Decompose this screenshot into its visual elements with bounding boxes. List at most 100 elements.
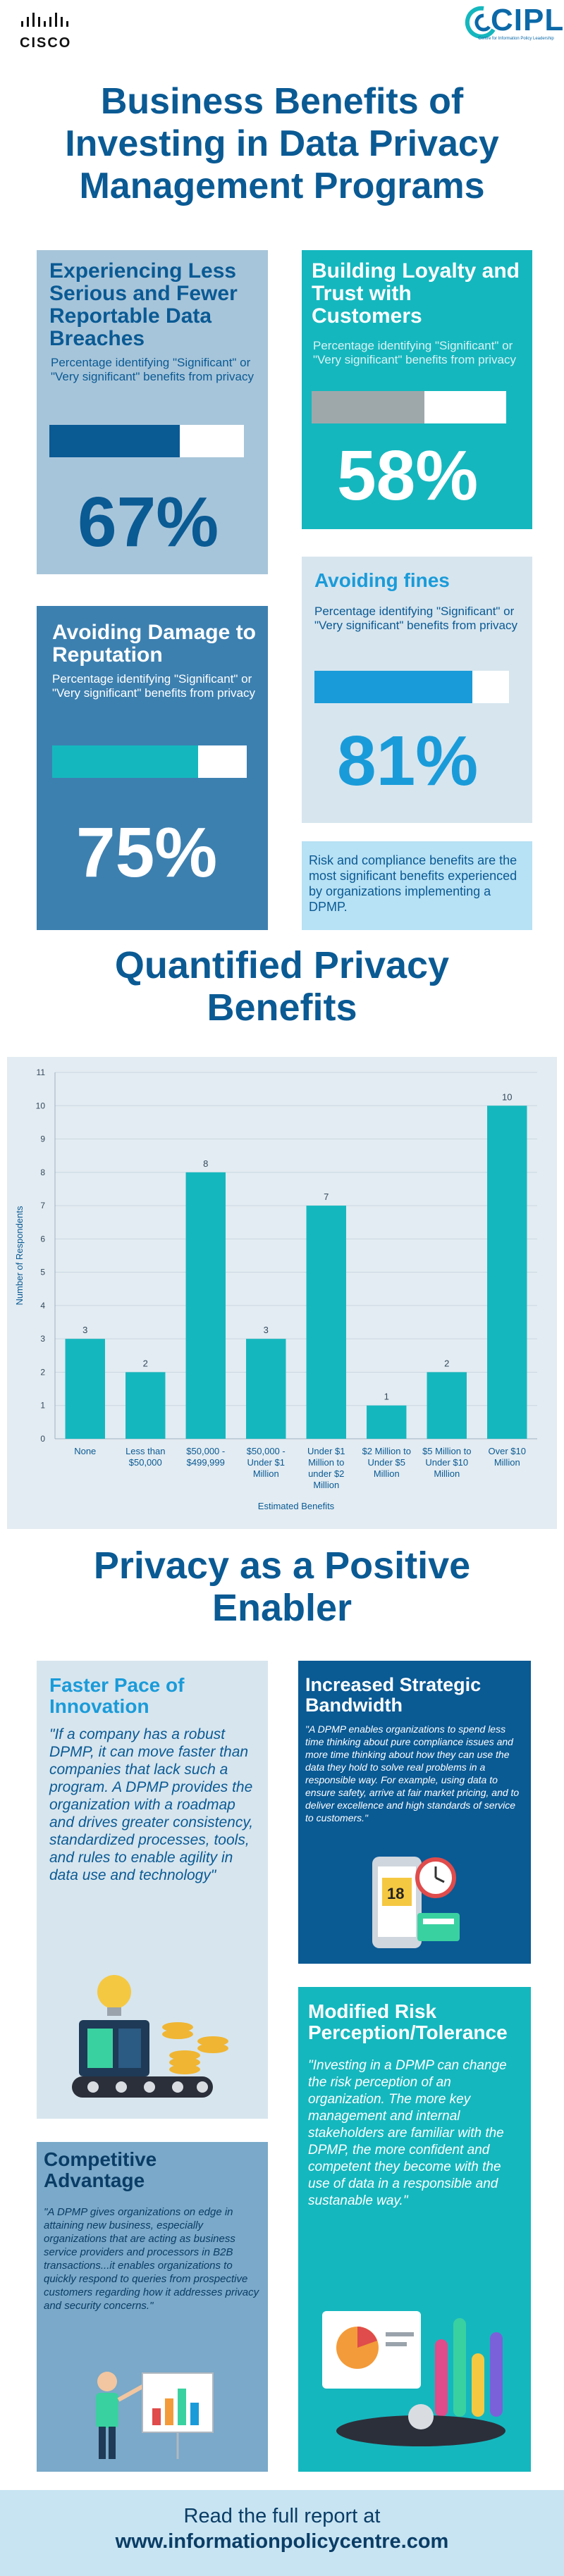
stat-card-loyalty: Building Loyalty and Trust with Customer… xyxy=(302,250,532,529)
x-tick-label: $5 Million to xyxy=(422,1446,471,1456)
x-tick-label: Million xyxy=(313,1480,339,1490)
progress-bar xyxy=(52,745,247,778)
enabler-card-title: Increased Strategic Bandwidth xyxy=(305,1674,482,1716)
x-tick-label: Under $10 xyxy=(425,1457,468,1468)
x-tick-label: $50,000 - xyxy=(186,1446,225,1456)
data-label: 8 xyxy=(203,1158,208,1169)
y-tick-label: 11 xyxy=(37,1067,46,1077)
y-tick-label: 8 xyxy=(40,1168,45,1177)
y-tick-label: 5 xyxy=(40,1268,45,1277)
x-tick-label: Under $1 xyxy=(307,1446,345,1456)
stat-percent: 58% xyxy=(337,436,479,515)
progress-fill xyxy=(312,391,425,423)
data-label: 1 xyxy=(384,1392,389,1402)
stat-card-reputation: Avoiding Damage to Reputation Percentage… xyxy=(37,606,268,930)
progress-fill xyxy=(49,425,180,457)
cipl-swirl-icon xyxy=(465,6,496,39)
enabler-section-title-line-1: Privacy as a Positive xyxy=(93,1544,471,1587)
x-tick-label: None xyxy=(74,1446,96,1456)
data-dashboard-icon xyxy=(322,2311,505,2446)
data-label: 10 xyxy=(502,1091,512,1102)
x-tick-label: Under $5 xyxy=(368,1457,405,1468)
phone-calendar-icon: 18 xyxy=(372,1857,460,1948)
chart-section-title-line-2: Benefits xyxy=(207,986,357,1029)
page-title: Business Benefits of Investing in Data P… xyxy=(0,80,564,207)
y-tick-label: 3 xyxy=(40,1334,45,1344)
y-tick-label: 0 xyxy=(40,1434,45,1444)
data-label: 3 xyxy=(82,1325,87,1335)
bar xyxy=(185,1172,226,1439)
stat-card-fines: Avoiding fines Percentage identifying "S… xyxy=(302,557,532,823)
x-tick-label: Million to xyxy=(308,1457,344,1468)
enabler-section-title: Privacy as a Positive Enabler xyxy=(0,1544,564,1629)
title-line-2: Investing in Data Privacy xyxy=(65,123,499,164)
x-tick-label: $499,999 xyxy=(187,1457,225,1468)
y-tick-label: 6 xyxy=(40,1234,45,1244)
x-tick-label: under $2 xyxy=(308,1468,344,1479)
y-tick-label: 4 xyxy=(40,1301,45,1311)
risk-note-text: Risk and compliance benefits are the mos… xyxy=(309,853,517,914)
enabler-card-title: Competitive Advantage xyxy=(44,2148,157,2191)
data-label: 3 xyxy=(264,1325,269,1335)
enabler-card-quote: "A DPMP enables organizations to spend l… xyxy=(305,1723,520,1823)
progress-fill xyxy=(314,671,472,703)
data-label: 2 xyxy=(444,1358,449,1368)
bar xyxy=(306,1206,346,1439)
progress-bar xyxy=(314,671,509,703)
x-tick-label: $2 Million to xyxy=(362,1446,411,1456)
stat-percent: 67% xyxy=(78,483,219,562)
bar xyxy=(65,1339,105,1439)
enabler-card-quote: "Investing in a DPMP can change the risk… xyxy=(308,2058,507,2208)
y-tick-label: 10 xyxy=(36,1101,46,1110)
enabler-card-title: Modified Risk Perception/Tolerance xyxy=(308,2000,508,2043)
cisco-bars-icon xyxy=(21,13,68,27)
y-tick-label: 2 xyxy=(40,1367,45,1377)
enabler-card-quote: "A DPMP gives organizations on edge in a… xyxy=(44,2206,259,2312)
stat-card-subtitle: Percentage identifying "Significant" or … xyxy=(313,339,516,366)
y-tick-label: 7 xyxy=(40,1201,45,1210)
stat-card-subtitle: Percentage identifying "Significant" or … xyxy=(52,672,255,700)
cisco-logo: CISCO xyxy=(16,8,93,51)
enabler-card-risk-perception: Modified Risk Perception/Tolerance "Inve… xyxy=(298,1987,531,2472)
footer-website-link[interactable]: www.informationpolicycentre.com xyxy=(115,2530,449,2553)
x-tick-label: Under $1 xyxy=(247,1457,285,1468)
cipl-wordmark: CIPL xyxy=(491,3,564,37)
title-line-1: Business Benefits of xyxy=(100,81,464,122)
enabler-card-competitive-advantage: Competitive Advantage "A DPMP gives orga… xyxy=(37,2142,268,2472)
y-tick-label: 1 xyxy=(40,1401,45,1411)
stat-percent: 81% xyxy=(337,722,479,800)
y-axis-title: Number of Respondents xyxy=(14,1206,25,1305)
stat-card-title: Experiencing Less Serious and Fewer Repo… xyxy=(49,259,238,350)
x-tick-label: Over $10 xyxy=(489,1446,526,1456)
progress-fill xyxy=(52,745,198,778)
presenter-chart-icon xyxy=(96,2372,214,2459)
bar xyxy=(367,1405,407,1439)
cipl-subtext: Centre for Information Policy Leadership xyxy=(478,37,554,41)
stat-card-title: Avoiding Damage to Reputation xyxy=(52,621,256,667)
data-label: 7 xyxy=(324,1191,329,1202)
title-line-3: Management Programs xyxy=(79,166,485,206)
cisco-wordmark: CISCO xyxy=(20,35,72,51)
enabler-section-title-line-2: Enabler xyxy=(212,1587,352,1629)
bar xyxy=(427,1372,467,1439)
x-tick-label: $50,000 xyxy=(129,1457,162,1468)
stat-card-subtitle: Percentage identifying "Significant" or … xyxy=(314,605,517,632)
stat-card-title: Avoiding fines xyxy=(314,569,450,591)
enabler-card-faster-innovation: Faster Pace of Innovation "If a company … xyxy=(37,1661,268,2119)
cipl-logo: CIPL Centre for Information Policy Leade… xyxy=(462,3,563,48)
stat-card-title: Building Loyalty and Trust with Customer… xyxy=(312,259,520,328)
enabler-card-strategic-bandwidth: Increased Strategic Bandwidth "A DPMP en… xyxy=(298,1661,531,1964)
stat-card-subtitle: Percentage identifying "Significant" or … xyxy=(51,356,254,383)
footer-read-text: Read the full report at xyxy=(183,2505,381,2527)
svg-text:18: 18 xyxy=(387,1885,404,1902)
stat-percent: 75% xyxy=(76,813,218,892)
x-tick-label: Less than xyxy=(125,1446,165,1456)
bar xyxy=(487,1106,527,1439)
footer-banner: Read the full report at www.informationp… xyxy=(0,2490,564,2576)
enabler-card-title: Faster Pace of Innovation xyxy=(49,1674,185,1717)
progress-bar xyxy=(49,425,244,457)
stat-card-breaches: Experiencing Less Serious and Fewer Repo… xyxy=(37,250,268,574)
bar xyxy=(246,1339,286,1439)
x-tick-label: $50,000 - xyxy=(247,1446,286,1456)
x-tick-label: Million xyxy=(253,1468,279,1479)
